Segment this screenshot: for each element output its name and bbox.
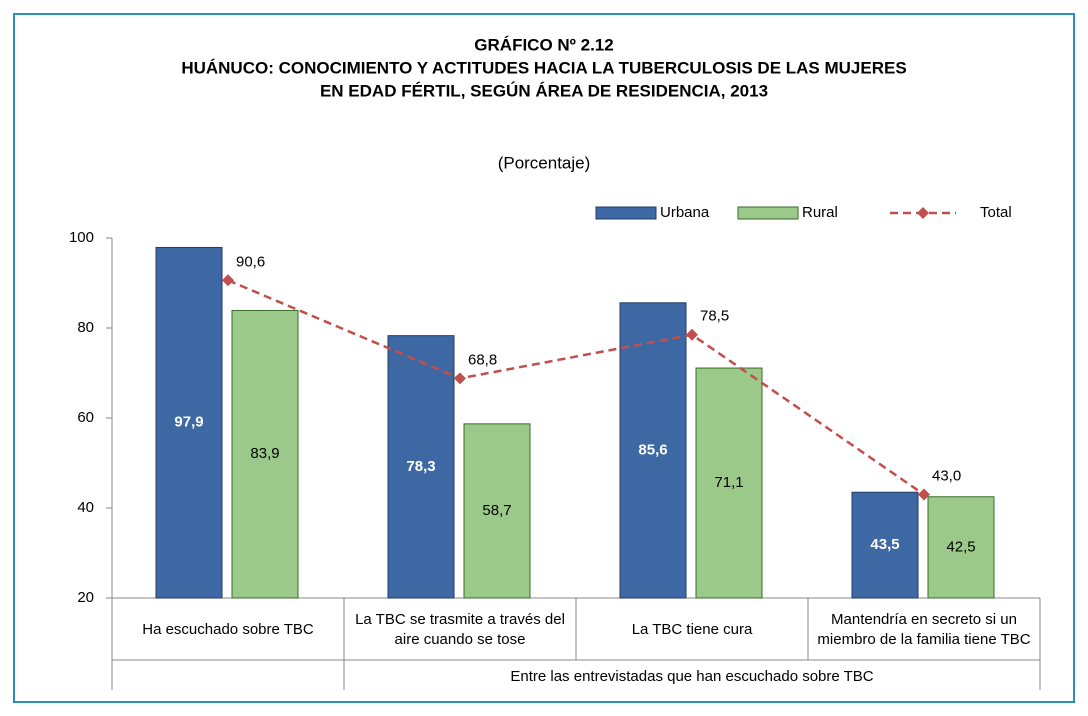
marker: [222, 274, 234, 287]
marker: [454, 372, 466, 385]
data-label: 42,5: [946, 538, 975, 555]
legend-marker: [917, 207, 929, 219]
chart-title: EN EDAD FÉRTIL, SEGÚN ÁREA DE RESIDENCIA…: [320, 81, 768, 100]
bar: [155, 246, 223, 599]
group-label: Entre las entrevistadas que han escuchad…: [510, 668, 874, 685]
chart-title: GRÁFICO Nº 2.12: [474, 35, 613, 54]
chart-title: HUÁNUCO: CONOCIMIENTO Y ACTITUDES HACIA …: [181, 58, 906, 77]
bar: [463, 423, 531, 599]
y-tick-label: 20: [77, 589, 94, 606]
bar: [851, 491, 919, 599]
marker: [686, 328, 698, 341]
x-tick-label: La TBC tiene cura: [631, 621, 753, 638]
y-tick-label: 100: [69, 229, 94, 246]
y-tick-label: 60: [77, 409, 94, 426]
bar: [927, 496, 995, 599]
x-tick-label: Ha escuchado sobre TBC: [142, 621, 314, 638]
bar: [695, 367, 763, 599]
bar: [231, 309, 299, 599]
data-label: 71,1: [714, 474, 743, 491]
y-tick-label: 40: [77, 499, 94, 516]
bar: [619, 302, 687, 599]
data-label: 68,8: [468, 351, 497, 368]
marker: [918, 488, 930, 501]
data-label: 78,5: [700, 308, 729, 325]
data-label: 90,6: [236, 253, 265, 270]
y-tick-label: 80: [77, 319, 94, 336]
legend-swatch: [595, 206, 657, 220]
chart-subtitle: (Porcentaje): [498, 153, 591, 172]
data-label: 43,5: [870, 536, 899, 553]
line: [227, 279, 925, 496]
data-label: 43,0: [932, 467, 961, 484]
legend-swatch: [737, 206, 799, 220]
data-label: 97,9: [174, 414, 203, 431]
legend-label: Rural: [802, 204, 838, 221]
bar: [387, 335, 455, 599]
legend-label: Total: [980, 204, 1012, 221]
x-tick-label: La TBC se trasmite a través del aire cua…: [355, 611, 565, 648]
x-tick-label: Mantendría en secreto si un miembro de l…: [817, 611, 1031, 648]
legend-label: Urbana: [660, 204, 710, 221]
data-label: 83,9: [250, 445, 279, 462]
data-label: 78,3: [406, 458, 435, 475]
data-label: 85,6: [638, 441, 667, 458]
data-label: 58,7: [482, 502, 511, 519]
